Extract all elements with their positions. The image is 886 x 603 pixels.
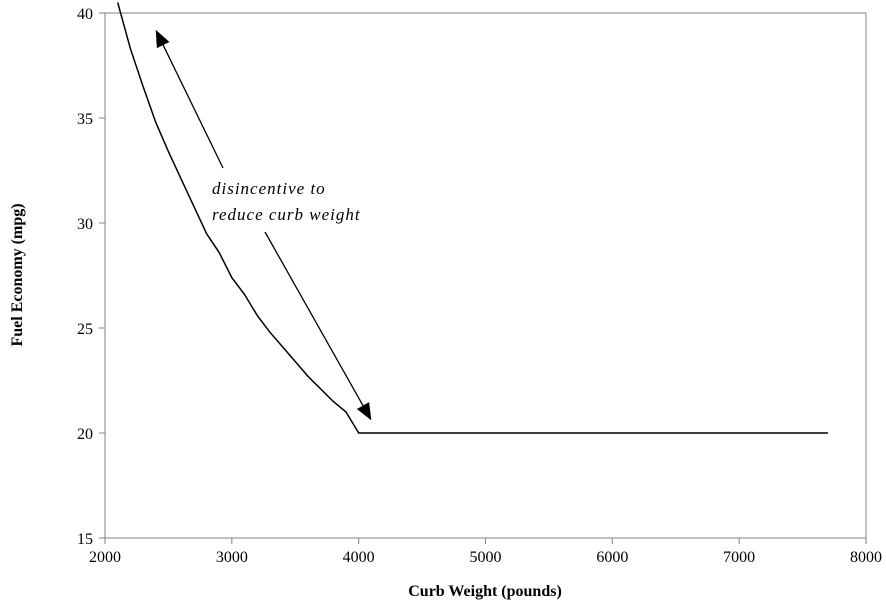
annotation-line-2: reduce curb weight [212,205,361,224]
annotation-arrows [155,29,372,421]
x-tick-label: 4000 [343,549,375,566]
x-tick-label: 3000 [216,549,248,566]
y-axis-tick-labels: 15 20 25 30 35 40 [77,6,93,548]
y-tick-label: 35 [77,111,93,128]
x-tick-label: 7000 [723,549,755,566]
x-axis-tick-labels: 2000 3000 4000 5000 6000 7000 8000 [89,549,882,566]
plot-area-frame [104,12,867,539]
x-tick-label: 5000 [470,549,502,566]
y-axis-ticks [99,12,105,539]
arrow-down-head [356,402,372,421]
x-axis-title: Curb Weight (pounds) [408,583,562,600]
arrow-up-head [155,29,170,49]
y-tick-label: 20 [77,426,93,443]
x-tick-label: 2000 [89,549,121,566]
y-tick-label: 15 [77,531,93,548]
arrow-up-shaft [162,44,224,169]
y-tick-label: 40 [77,6,93,23]
arrow-down-shaft [264,231,364,406]
annotation-line-1: disincentive to [212,179,326,198]
x-axis-ticks [104,538,867,544]
x-tick-label: 8000 [850,549,882,566]
y-tick-label: 25 [77,321,93,338]
series-line [116,2,828,434]
y-tick-label: 30 [77,216,93,233]
y-axis-title: Fuel Economy (mpg) [9,203,26,346]
x-tick-label: 6000 [596,549,628,566]
